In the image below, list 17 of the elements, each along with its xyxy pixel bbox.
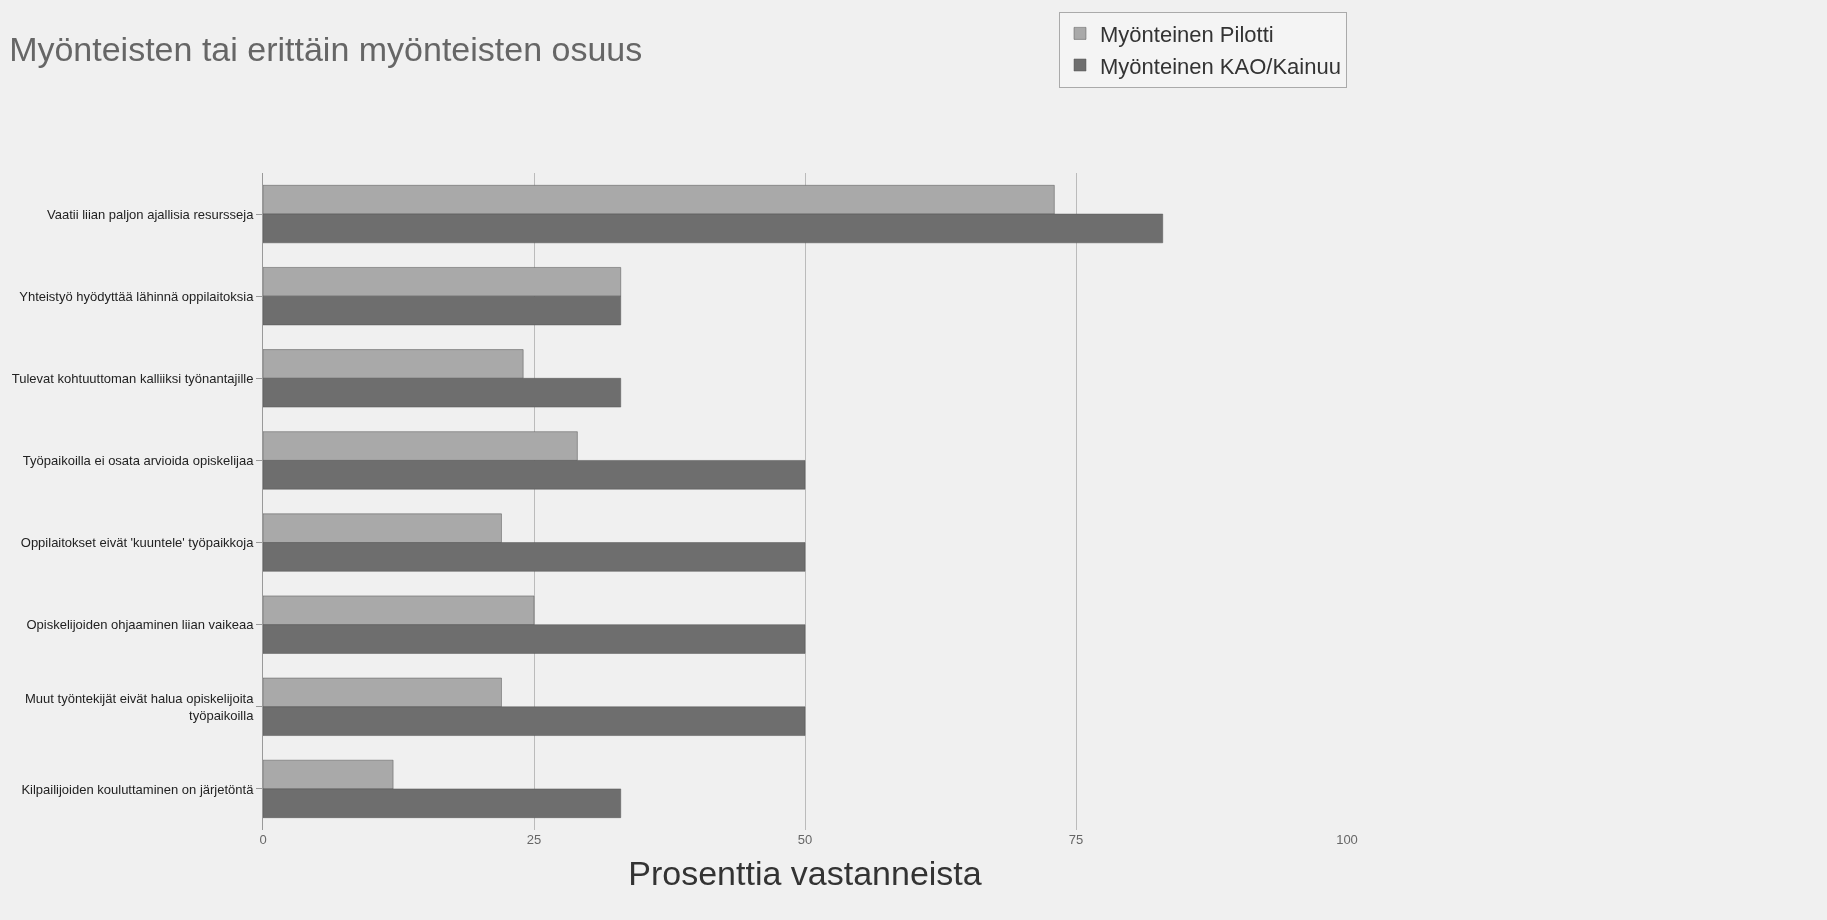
- chart-title: Myönteisten tai erittäin myönteisten osuus: [9, 29, 643, 68]
- x-tick-label: 25: [526, 832, 542, 847]
- legend-label: Myönteinen KAO/Kainuu: [1100, 53, 1341, 79]
- x-tick-label: 0: [259, 832, 267, 847]
- y-tick-label: Tulevat kohtuuttoman kalliiksi työnantajille: [11, 370, 254, 386]
- y-tick-label: Yhteistyö hyödyttää lähinnä oppilaitoksia: [19, 288, 255, 304]
- legend-label: Myönteinen Pilotti: [1100, 21, 1274, 47]
- y-tick-label: Työpaikoilla ei osata arvioida opiskelijaa: [22, 452, 255, 468]
- x-axis-title: Prosenttia vastanneista: [628, 854, 982, 893]
- y-tick-label: Oppilaitokset eivät 'kuuntele' työpaikkoja: [20, 535, 255, 551]
- y-tick-label: Muut työntekijät eivät halua opiskelijoita työpaikoilla: [25, 690, 255, 723]
- y-tick-label: Opiskelijoiden ohjaaminen liian vaikeaa: [26, 617, 255, 633]
- y-tick-label: Kilpailijoiden kouluttaminen on järjetöntä: [21, 781, 255, 797]
- x-tick-label: 50: [797, 832, 813, 847]
- y-tick-label: Vaatii liian paljon ajallisia resursseja: [46, 206, 255, 222]
- x-tick-label: 100: [1336, 832, 1358, 847]
- x-tick-label: 75: [1068, 832, 1084, 847]
